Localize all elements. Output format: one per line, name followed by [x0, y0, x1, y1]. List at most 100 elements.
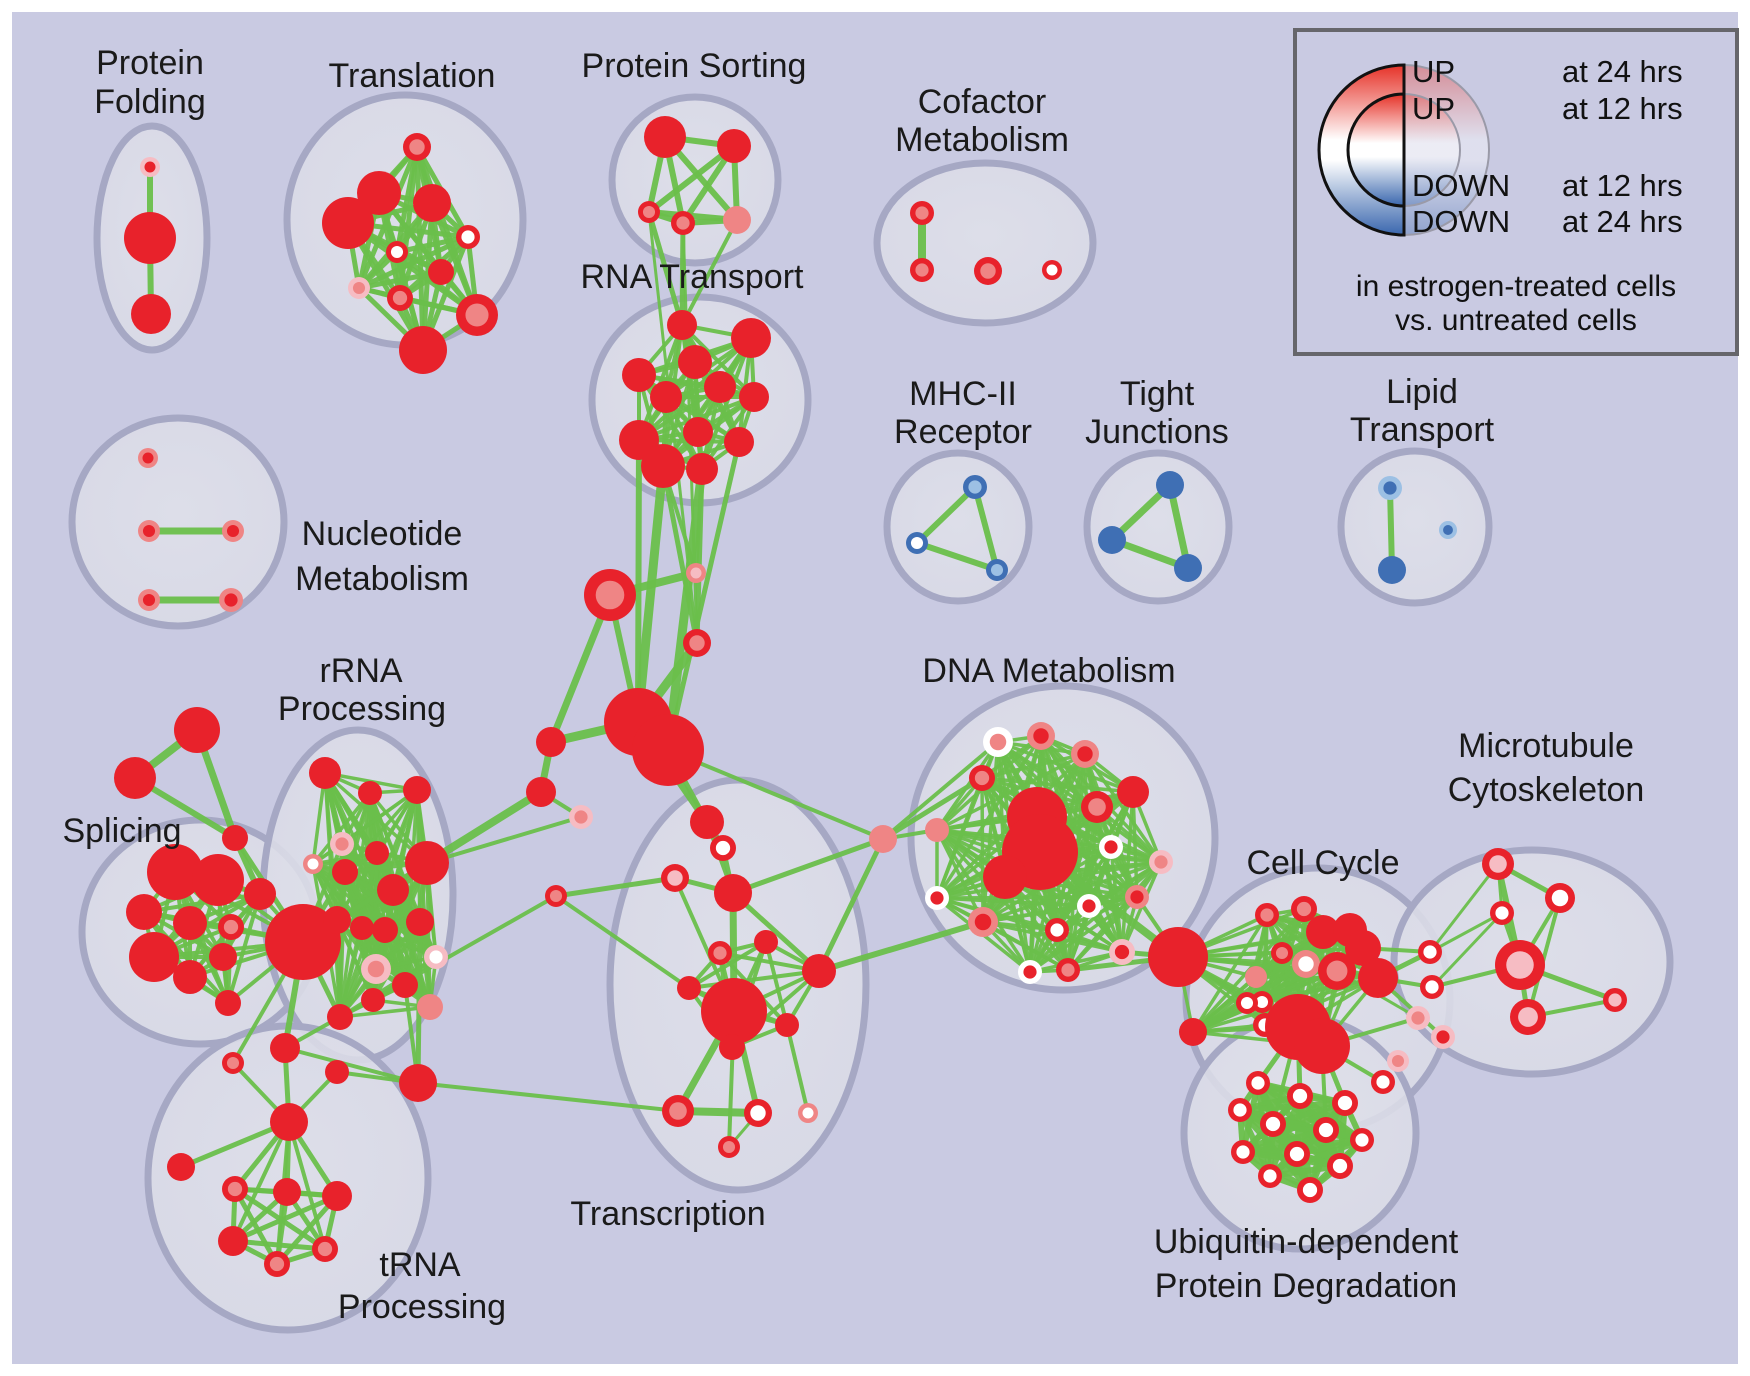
legend-time: at 12 hrs	[1562, 168, 1683, 203]
gene-node	[708, 941, 732, 965]
gene-node	[358, 781, 382, 805]
edge	[1526, 896, 1562, 1019]
node-inner-12h	[226, 524, 240, 538]
gene-node	[1174, 554, 1202, 582]
cluster-label-lipid-transport: Transport	[1350, 411, 1495, 449]
edge	[231, 1120, 291, 1243]
gene-node	[348, 277, 370, 299]
edge	[981, 860, 1163, 924]
legend-time: at 24 hrs	[1562, 54, 1683, 89]
gene-node	[327, 1004, 353, 1030]
gene-node	[925, 886, 949, 910]
node-outer-24h	[683, 417, 713, 447]
gene-node	[264, 1251, 290, 1277]
node-inner-12h	[1046, 264, 1058, 276]
edge	[554, 894, 691, 990]
node-outer-24h	[677, 976, 701, 1000]
gene-node	[126, 894, 162, 930]
gene-node	[138, 448, 158, 468]
edge	[1191, 913, 1269, 1034]
gene-node	[1350, 1128, 1374, 1152]
node-outer-24h	[925, 818, 949, 842]
cluster-label-rrna-processing: rRNA	[319, 652, 402, 690]
node-outer-24h	[1245, 966, 1267, 988]
cluster-label-mhc-ii-receptor: Receptor	[894, 413, 1032, 451]
node-outer-24h	[428, 259, 454, 285]
node-outer-24h	[192, 854, 244, 906]
node-inner-12h	[1436, 1030, 1450, 1044]
cluster-label-cofactor-metabolism: Metabolism	[895, 121, 1069, 159]
cluster-label-protein-folding: Protein	[96, 44, 204, 82]
node-inner-12h	[1298, 956, 1314, 972]
node-inner-12h	[1551, 889, 1569, 907]
legend-time: at 24 hrs	[1562, 204, 1683, 239]
node-outer-24h	[399, 1064, 437, 1102]
edge	[914, 540, 1000, 573]
edge	[283, 1046, 420, 1085]
node-inner-12h	[1275, 946, 1289, 960]
node-inner-12h	[317, 1241, 333, 1257]
node-outer-24h	[361, 988, 385, 1012]
node-outer-24h	[802, 954, 836, 988]
cluster-label-mhc-ii-receptor: MHC-II	[909, 375, 1017, 413]
node-inner-12h	[1495, 906, 1509, 920]
gene-node	[1081, 791, 1113, 823]
edge	[935, 896, 1091, 908]
edge	[1166, 481, 1192, 572]
cluster-label-microtubule-cytoskeleton: Cytoskeleton	[1448, 771, 1645, 809]
gene-node	[377, 874, 409, 906]
node-outer-24h	[322, 197, 374, 249]
gene-node	[386, 241, 408, 263]
node-inner-12h	[1337, 1095, 1353, 1111]
node-outer-24h	[536, 727, 566, 757]
node-outer-24h	[754, 930, 778, 954]
gene-node	[1378, 476, 1402, 500]
edge	[881, 740, 1000, 841]
node-inner-12h	[1423, 945, 1437, 959]
legend-term: UP	[1412, 54, 1455, 89]
gene-node	[1510, 999, 1546, 1035]
gene-node	[714, 874, 752, 912]
edge	[416, 1081, 680, 1113]
node-outer-24h	[129, 932, 179, 982]
edge	[356, 269, 444, 291]
gene-node	[724, 427, 754, 457]
gene-node	[1439, 521, 1457, 539]
cluster-label-rrna-processing: Processing	[278, 690, 446, 728]
gene-node	[1109, 939, 1135, 965]
node-inner-12h	[1518, 1007, 1538, 1027]
edge	[646, 143, 737, 215]
gene-node	[1246, 1071, 1270, 1095]
gene-node	[273, 1178, 301, 1206]
edge	[785, 1023, 810, 1115]
node-inner-12h	[1077, 746, 1093, 762]
gene-node	[754, 930, 778, 954]
gene-node	[417, 994, 443, 1020]
gene-node	[392, 972, 418, 998]
node-outer-24h	[690, 805, 724, 839]
gene-node	[173, 906, 207, 940]
node-outer-24h	[983, 855, 1027, 899]
node-inner-12h	[930, 891, 944, 905]
gene-node	[1077, 894, 1101, 918]
gene-node	[717, 129, 751, 163]
gene-node	[350, 916, 374, 940]
edge	[816, 836, 886, 974]
node-outer-24h	[372, 917, 398, 943]
gene-node	[704, 371, 736, 403]
gene-node	[650, 381, 682, 413]
node-inner-12h	[676, 216, 690, 230]
node-outer-24h	[270, 1103, 308, 1141]
node-inner-12h	[1425, 980, 1439, 994]
gene-node	[138, 589, 160, 611]
gene-node	[265, 904, 341, 980]
gene-node	[536, 727, 566, 757]
gene-node	[1236, 992, 1258, 1014]
cluster-label-nucleotide-metabolism: Metabolism	[295, 560, 469, 598]
gene-node	[775, 1013, 799, 1037]
node-outer-24h	[724, 427, 754, 457]
gene-node	[138, 520, 160, 542]
edge	[338, 926, 364, 1019]
